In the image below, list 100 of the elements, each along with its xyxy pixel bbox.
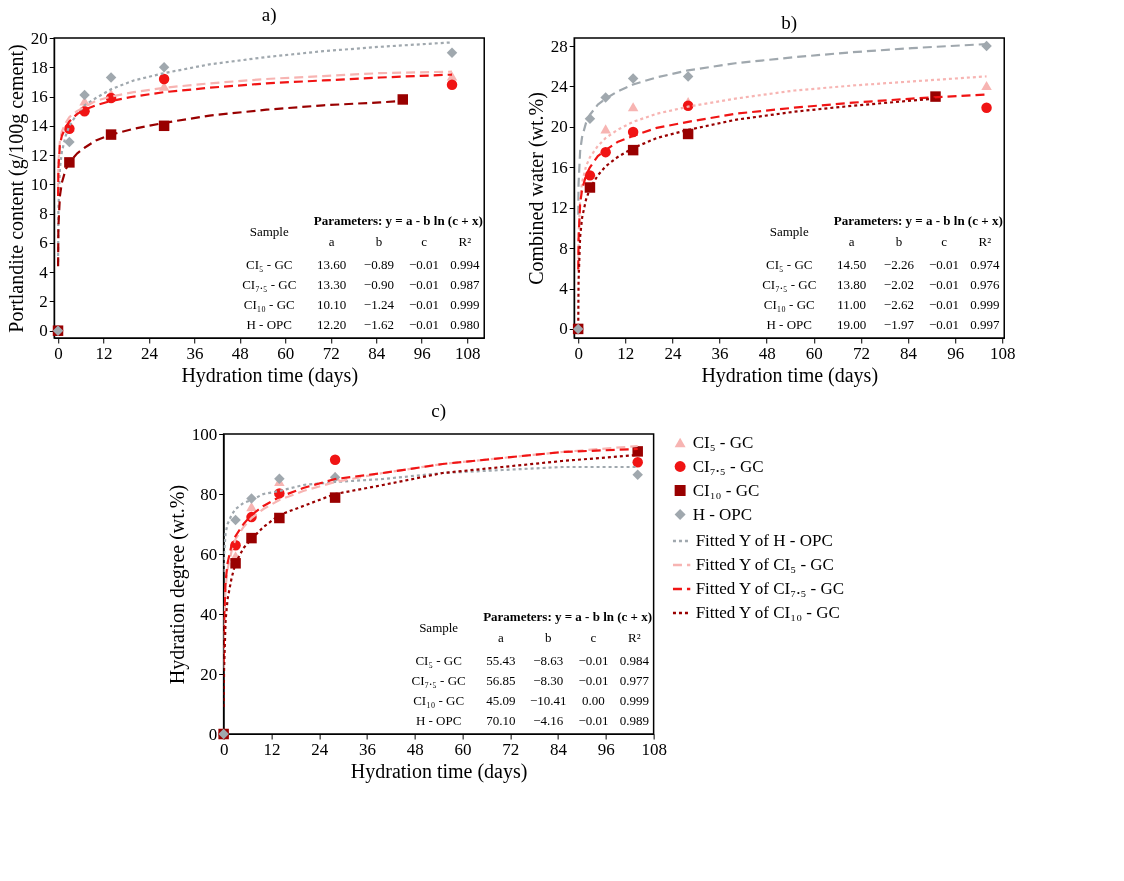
x-tick-label: 24 [664,343,682,363]
x-tick-label: 60 [277,343,295,363]
annotation: Parameters: y = a - b ln (c + x) [483,609,653,624]
annotation: 55.43 [486,652,516,668]
annotation: −4.16 [533,712,564,728]
annotation: 0.999 [970,296,1000,312]
annotation: Sample [769,223,809,239]
annotation: −0.01 [928,316,960,332]
legend-label: CI₇.₅ - GC [692,456,764,476]
legend-label: CI₁₀ - GC [692,480,760,500]
annotation: 0.980 [450,316,480,332]
y-tick-label: 60 [200,544,218,564]
x-tick-label: 36 [358,739,376,759]
annotation: −0.01 [928,296,960,312]
y-tick-label: 10 [30,174,48,194]
x-tick-label: 72 [852,343,870,363]
annotation: CI₅ - GC [246,256,293,272]
annotation: −2.02 [883,276,914,292]
x-tick-label: 36 [186,343,204,363]
x-tick-label: 48 [406,739,424,759]
annotation: −0.01 [408,316,440,332]
annotation: a [848,234,855,249]
legend-label: Fitted Y of H - OPC [695,531,833,550]
x-tick-label: 12 [263,739,281,759]
annotation: a [328,234,335,249]
y-tick-label: 2 [39,291,48,311]
x-tick-label: 84 [368,343,386,363]
y-axis-title: Portlandite content (g/100g cement) [4,44,28,333]
y-axis-title: Combined water (wt.%) [524,92,548,285]
x-tick-label: 72 [322,343,340,363]
y-tick-label: 14 [30,116,49,136]
annotation: 19.00 [836,316,867,332]
annotation: c [941,234,948,249]
x-tick-label: 96 [597,739,615,759]
annotation: CI₅ - GC [415,652,462,668]
annotation: 0.997 [970,316,1001,332]
x-tick-label: 96 [413,343,431,363]
x-tick-label: 24 [311,739,329,759]
annotation: −0.01 [408,296,440,312]
y-tick-label: 12 [30,145,48,165]
annotation: CI₁₀ - GC [243,296,295,312]
annotation: CI₇.₅ - GC [242,276,297,292]
y-axis-title: Hydration degree (wt.%) [165,484,189,685]
annotation: CI₁₀ - GC [763,296,815,312]
annotation: 0.984 [619,652,650,668]
x-tick-label: 108 [454,343,481,363]
y-tick-label: 28 [550,36,568,56]
annotation: −1.62 [363,316,394,332]
annotation: H - OPC [415,712,462,728]
annotation: Sample [249,223,289,239]
annotation: 0.976 [970,276,1001,292]
y-tick-label: 6 [39,233,48,253]
x-axis-title: Hydration time (days) [181,363,359,387]
x-tick-label: 84 [900,343,918,363]
x-tick-label: 48 [231,343,249,363]
annotation: H - OPC [246,316,292,332]
annotation: 0.999 [450,296,480,312]
annotation: a [498,630,505,645]
annotation: −8.30 [533,672,564,688]
legend-label: H - OPC [692,504,753,524]
annotation: −1.97 [883,316,915,332]
y-tick-label: 4 [559,279,569,299]
y-tick-label: 20 [30,28,48,48]
annotation: 56.85 [486,672,516,688]
x-axis-title: Hydration time (days) [350,759,528,783]
annotation: −0.90 [363,276,394,292]
x-tick-label: 60 [805,343,823,363]
x-tick-label: 36 [711,343,729,363]
annotation: 13.30 [316,276,347,292]
annotation: −0.89 [363,256,394,272]
x-tick-label: 60 [454,739,472,759]
annotation: CI₅ - GC [766,256,813,272]
y-tick-label: 8 [39,204,48,224]
x-tick-label: 72 [502,739,520,759]
annotation: −2.62 [883,296,914,312]
annotation: R² [978,234,992,249]
y-tick-label: 12 [550,198,568,218]
y-tick-label: 0 [208,724,218,744]
legend-label: CI₅ - GC [692,432,754,452]
annotation: 0.989 [619,712,649,728]
y-tick-label: 20 [550,117,568,137]
annotation: −0.01 [928,256,960,272]
chart-title: c) [431,400,447,422]
annotation: 13.60 [316,256,347,272]
legend-label: Fitted Y of CI₅ - GC [695,555,834,574]
annotation: −10.41 [529,692,567,708]
annotation: 10.10 [316,296,347,312]
annotation: CI₁₀ - GC [413,692,465,708]
y-tick-label: 16 [550,157,568,177]
annotation: 0.987 [450,276,481,292]
y-tick-label: 40 [200,604,218,624]
chart-title: b) [781,12,798,35]
annotation: c [421,234,428,249]
x-tick-label: 48 [758,343,776,363]
annotation: CI₇.₅ - GC [411,672,466,688]
annotation: Parameters: y = a - b ln (c + x) [833,213,1003,228]
annotation: b [895,234,903,249]
annotation: b [545,630,552,645]
annotation: 0.994 [450,256,481,272]
annotation: −1.24 [363,296,395,312]
